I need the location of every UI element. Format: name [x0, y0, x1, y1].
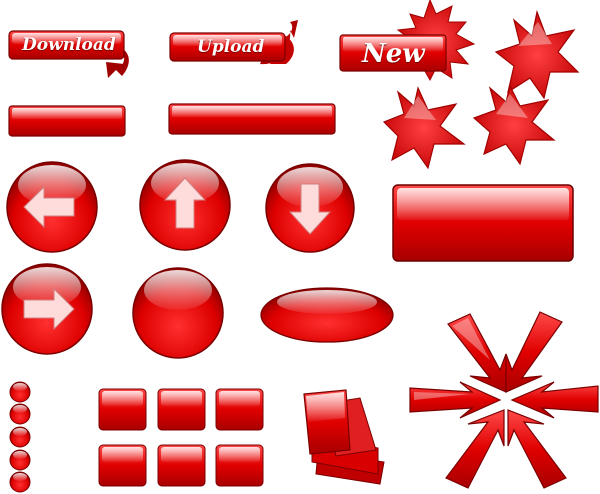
- upload-button-label: Upload: [197, 37, 265, 57]
- star-burst-small-1[interactable]: [382, 86, 466, 170]
- round-button-right[interactable]: [1, 263, 93, 355]
- round-button-blank[interactable]: [132, 267, 224, 359]
- arrow-left-icon: [23, 185, 75, 229]
- new-badge-button[interactable]: [339, 0, 476, 82]
- square-tile[interactable]: [98, 388, 147, 431]
- arrow-down-icon: [288, 183, 332, 235]
- download-button-label: Download: [22, 35, 116, 55]
- new-button-label: New: [362, 39, 425, 69]
- upload-button[interactable]: [169, 20, 298, 65]
- arrows-converge-icon[interactable]: [409, 311, 599, 489]
- arrow-right-icon: [23, 287, 75, 331]
- arrow-up-icon: [163, 177, 207, 229]
- dot-button-4[interactable]: [9, 449, 31, 471]
- large-rect-button[interactable]: [392, 184, 574, 262]
- star-burst-large[interactable]: [494, 9, 580, 100]
- round-button-down[interactable]: [265, 163, 355, 253]
- stacked-cards-icon[interactable]: [303, 389, 385, 485]
- bar-button-long[interactable]: [168, 103, 336, 135]
- bar-button-short[interactable]: [8, 105, 126, 137]
- round-button-up[interactable]: [139, 159, 231, 251]
- square-tile-grid: [98, 388, 264, 487]
- dot-buttons: [9, 381, 31, 493]
- dot-button-2[interactable]: [9, 403, 31, 425]
- square-tile[interactable]: [157, 444, 206, 487]
- square-tile[interactable]: [157, 388, 206, 431]
- dot-button-3[interactable]: [9, 426, 31, 448]
- square-tile[interactable]: [98, 444, 147, 487]
- dot-button-5[interactable]: [9, 471, 31, 493]
- download-button[interactable]: [8, 30, 129, 78]
- ellipse-button[interactable]: [260, 287, 394, 343]
- square-tile[interactable]: [215, 444, 264, 487]
- round-button-left[interactable]: [6, 161, 98, 253]
- star-burst-small-2[interactable]: [472, 84, 556, 166]
- dot-button-1[interactable]: [9, 381, 31, 403]
- square-tile[interactable]: [215, 388, 264, 431]
